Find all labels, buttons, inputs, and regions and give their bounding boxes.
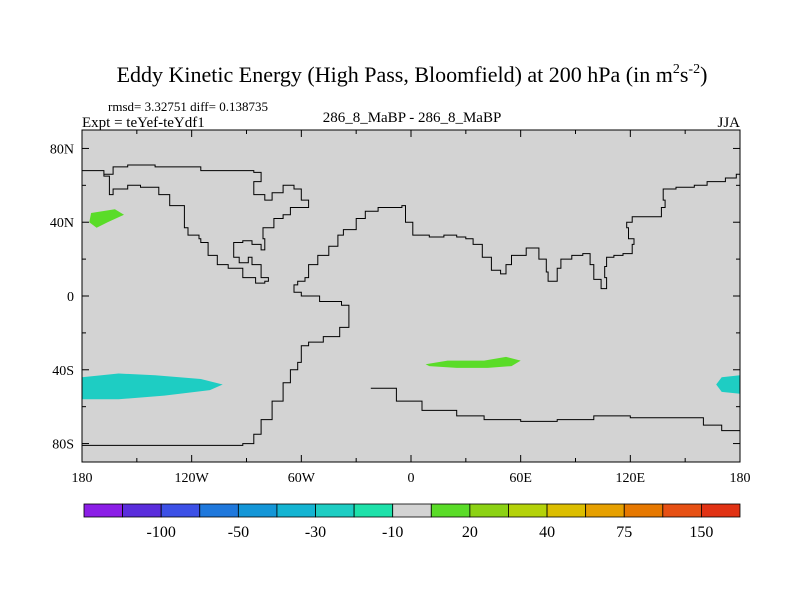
chart-title-main: Eddy Kinetic Energy (High Pass, Bloomfie… <box>117 62 673 87</box>
y-axis: 80N 40N 0 40S 80S <box>50 142 740 453</box>
colorbar-label: -30 <box>305 524 326 541</box>
colorbar-box <box>276 503 316 518</box>
colorbar-label: 40 <box>539 524 555 541</box>
anomaly-region-3 <box>716 375 740 394</box>
colorbar-box <box>585 503 625 518</box>
colorbar-box <box>508 503 548 518</box>
coastline-0 <box>82 173 740 446</box>
colorbar-box <box>199 503 239 518</box>
colorbar-box <box>122 503 162 518</box>
chart-title-sup2: -2 <box>688 62 700 77</box>
colorbar-label: 75 <box>616 524 632 541</box>
y-tick-label: 0 <box>67 290 74 305</box>
colorbar-box <box>353 503 394 518</box>
x-tick-label: 60W <box>288 471 316 486</box>
anomaly-regions <box>82 209 740 400</box>
x-tick-label: 120E <box>616 471 646 486</box>
y-tick-label: 80N <box>50 142 74 157</box>
x-tick-label: 0 <box>408 471 415 486</box>
anomaly-region-2 <box>82 373 223 400</box>
y-tick-label: 40N <box>50 216 74 231</box>
coastline-2 <box>370 387 740 435</box>
season-label: JJA <box>717 115 740 131</box>
chart-title: Eddy Kinetic Energy (High Pass, Bloomfie… <box>117 62 708 87</box>
x-axis: 180 120W 60W 0 60E 120E 180 <box>72 130 751 486</box>
y-tick-label: 80S <box>52 438 74 453</box>
y-tick-label: 40S <box>52 364 74 379</box>
anomaly-region-0 <box>89 209 124 228</box>
plot-background <box>82 130 740 462</box>
colorbar-box <box>469 503 509 518</box>
colorbar-label: -10 <box>382 524 403 541</box>
expt-label: Expt = teYef-teYdf1 <box>82 115 205 131</box>
colorbar-label: 20 <box>462 524 478 541</box>
x-tick-label: 180 <box>730 471 751 486</box>
colorbar-box <box>546 503 587 518</box>
stats-label: rmsd= 3.32751 diff= 0.138735 <box>108 99 268 114</box>
colorbar-box <box>160 503 201 518</box>
coastline-1 <box>82 164 310 284</box>
chart-title-mid: s <box>680 62 689 87</box>
chart-title-sup1: 2 <box>673 62 680 77</box>
x-tick-label: 180 <box>72 471 93 486</box>
colorbar-box <box>237 503 278 518</box>
x-tick-label: 120W <box>175 471 210 486</box>
colorbar-box <box>430 503 471 518</box>
colorbar: -100 -50 -30 -10 20 40 75 150 <box>83 503 741 541</box>
x-tick-label: 60E <box>509 471 532 486</box>
coastlines <box>82 164 740 446</box>
colorbar-box <box>662 503 702 518</box>
chart-title-close: ) <box>700 62 707 87</box>
colorbar-label: 150 <box>689 524 713 541</box>
anomaly-region-1 <box>425 356 521 368</box>
case-label: 286_8_MaBP - 286_8_MaBP <box>323 110 502 126</box>
colorbar-box <box>315 503 355 518</box>
colorbar-box <box>623 503 664 518</box>
colorbar-box <box>392 503 432 518</box>
colorbar-label: -100 <box>147 524 176 541</box>
colorbar-box <box>83 503 123 518</box>
colorbar-label: -50 <box>228 524 249 541</box>
colorbar-box <box>701 503 741 518</box>
